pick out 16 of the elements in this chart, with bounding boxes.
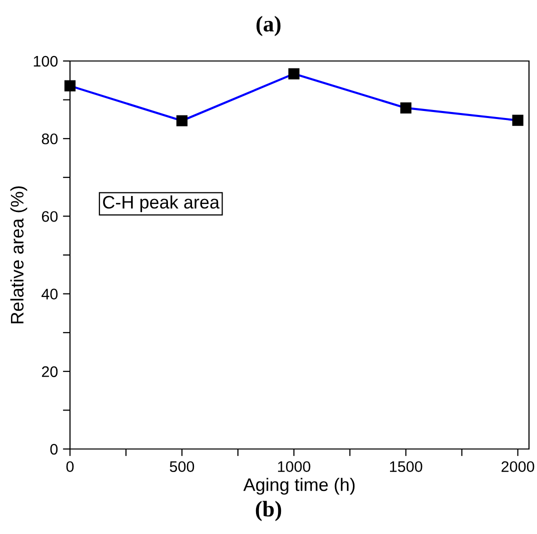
annotation: C-H peak area [103, 195, 220, 212]
y-tick-label: 60 [42, 211, 58, 222]
x-axis-title: Aging time (h) [243, 478, 355, 495]
text: (b) [256, 500, 282, 522]
x-tick-label: 1500 [390, 461, 422, 472]
x-tick-label: 2000 [502, 461, 534, 472]
y-axis-title: Relative area (%) [10, 186, 28, 324]
x-tick-label: 1000 [278, 461, 310, 472]
y-tick-label: 80 [42, 133, 58, 144]
text: (a) [256, 16, 280, 36]
x-tick-label: 0 [66, 461, 74, 472]
y-tick-label: 40 [42, 288, 58, 300]
x-tick-label: 500 [170, 461, 194, 472]
y-tick-label: 0 [50, 444, 58, 455]
y-tick-label: 20 [42, 366, 58, 378]
y-tick-label: 100 [34, 56, 58, 67]
